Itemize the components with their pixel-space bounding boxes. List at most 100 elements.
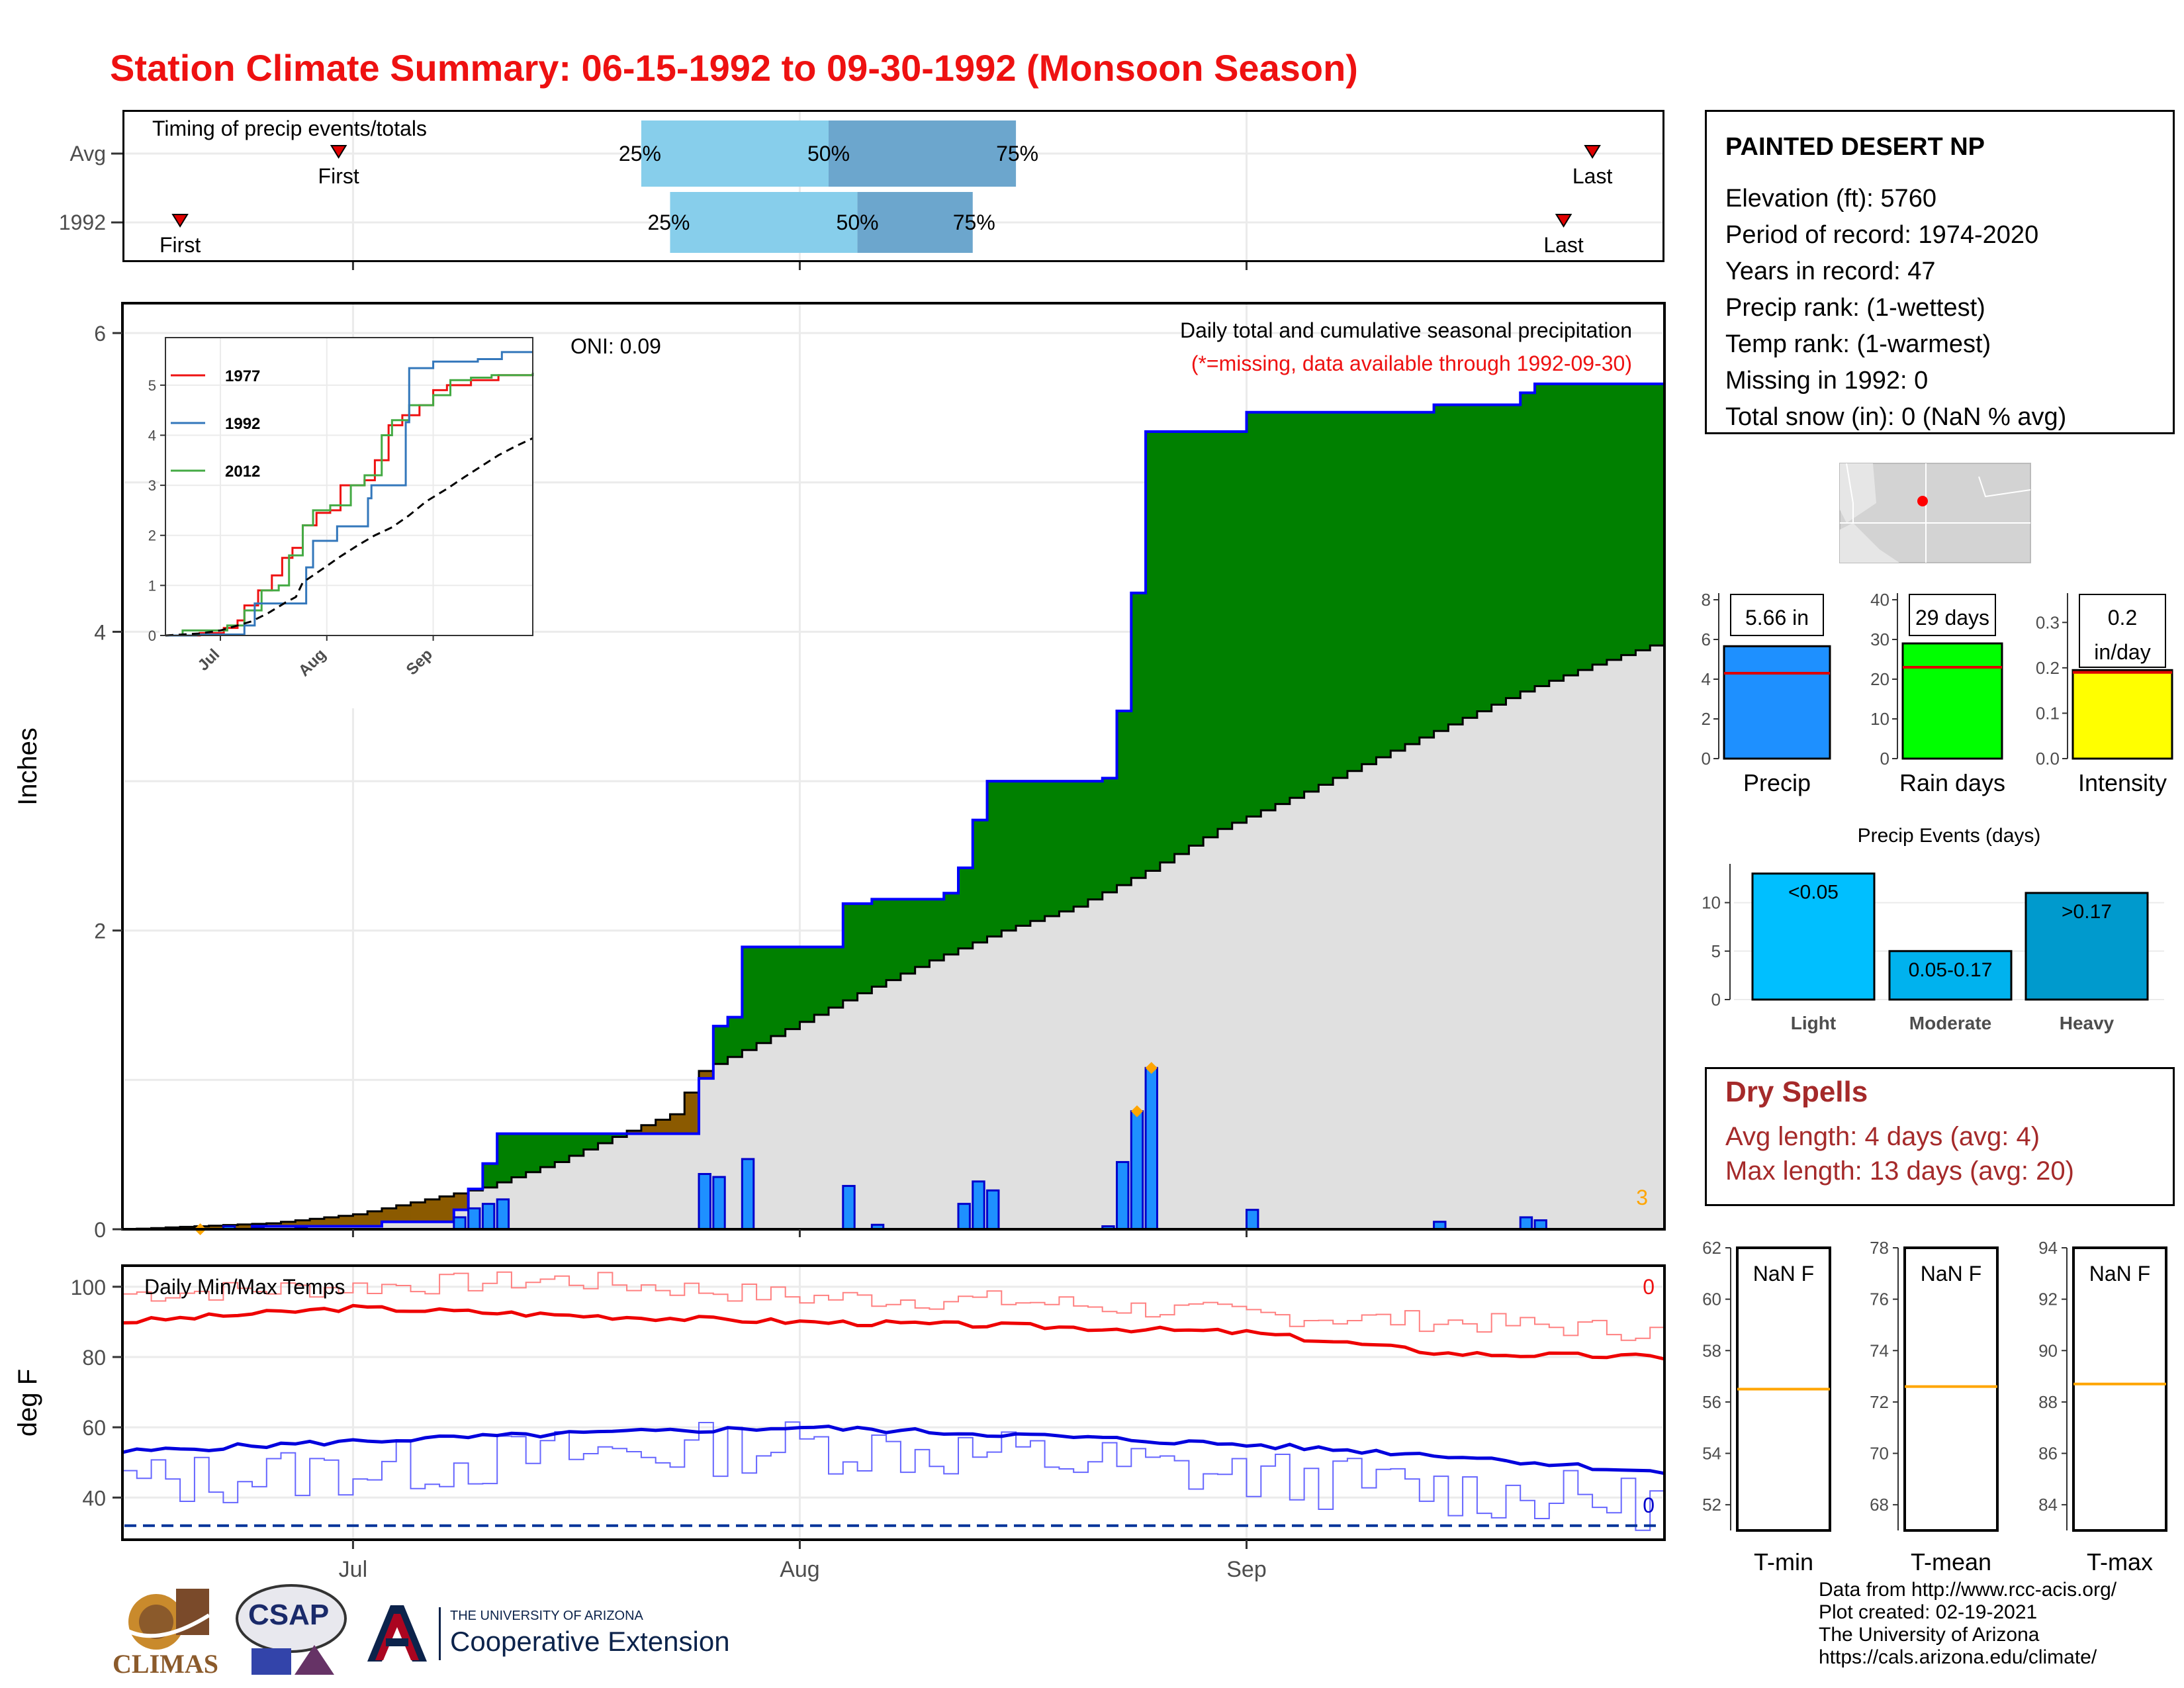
temp-panel-tick-label: 68 (1870, 1495, 1889, 1515)
mini-bar (1901, 642, 2003, 760)
inset-y-tick-label: 4 (148, 427, 156, 444)
daily-precip-bar (1246, 1209, 1259, 1231)
difference-area (1405, 412, 1420, 745)
precip-event-bar (1888, 950, 2013, 1001)
temp-y-tick-label: 100 (71, 1276, 106, 1299)
daily-precip-bar (1533, 1219, 1547, 1231)
difference-area (684, 1092, 700, 1134)
difference-area (829, 947, 844, 1008)
precip-event-category-label: Light (1791, 1013, 1836, 1033)
difference-area (396, 1205, 412, 1222)
difference-area (842, 904, 858, 1001)
difference-area (742, 947, 757, 1051)
difference-area (1419, 412, 1435, 738)
inset-legend-label: 1977 (225, 367, 260, 385)
difference-area (1289, 412, 1305, 798)
difference-area (425, 1199, 440, 1222)
difference-area (1275, 412, 1291, 804)
precip-event-bar-label: >0.17 (2062, 901, 2112, 923)
difference-area (1174, 432, 1190, 855)
difference-area (886, 899, 901, 980)
mini-bar-value-label: in/day (2094, 640, 2150, 664)
difference-area (324, 1217, 340, 1227)
difference-area (1203, 432, 1218, 837)
difference-area (367, 1211, 383, 1227)
mini-bar-label-box (1909, 594, 1996, 636)
temp-panel-tick-label: 86 (2038, 1444, 2058, 1464)
difference-area (799, 947, 815, 1022)
daily-precip-bar (842, 1185, 856, 1231)
ua-a-icon (367, 1605, 427, 1662)
difference-area (482, 1163, 498, 1188)
difference-area (1318, 412, 1334, 785)
difference-area (655, 1119, 671, 1134)
difference-area (569, 1133, 584, 1156)
station-precip-rank: Precip rank: (1-wettest) (1725, 294, 1985, 322)
difference-area (1333, 412, 1348, 778)
csap-logo: CSAP (232, 1582, 351, 1681)
difference-area (1116, 711, 1132, 886)
first-event-marker (171, 214, 189, 228)
temp-panel-category-label: T-mean (1911, 1548, 1991, 1575)
temp-panel-value: NaN F (2089, 1262, 2150, 1286)
difference-area (699, 1070, 714, 1079)
credit-line: https://cals.arizona.edu/climate/ (1819, 1646, 2097, 1668)
ua-divider (439, 1607, 441, 1660)
difference-area (1635, 383, 1651, 651)
station-snow: Total snow (in): 0 (NaN % avg) (1725, 403, 2067, 431)
difference-area (1146, 432, 1161, 871)
difference-area (1361, 412, 1377, 765)
inset-legend-label: 2012 (225, 463, 260, 481)
mini-bar-tick-label: 30 (1870, 630, 1889, 649)
difference-area (1217, 432, 1233, 829)
precip-event-bar-label: 0.05-0.17 (1909, 959, 1993, 981)
station-missing: Missing in 1992: 0 (1725, 367, 1929, 395)
daily-precip-bar (496, 1198, 510, 1231)
credits: Data from http://www.rcc-acis.org/ Plot … (1819, 1579, 2116, 1669)
inset-legend-label: 1992 (225, 415, 260, 433)
difference-area (1606, 383, 1622, 660)
dry-spells-avg: Avg length: 4 days (avg: 4) (1725, 1122, 2040, 1151)
difference-area (612, 1133, 627, 1137)
temp-panel-tick-label: 72 (1870, 1392, 1889, 1412)
temp-panel-tick-label: 92 (2038, 1289, 2058, 1309)
difference-area (1087, 781, 1103, 900)
climas-logo: CLIMAS (110, 1582, 218, 1681)
difference-area (727, 1017, 743, 1057)
mini-bar (2071, 669, 2173, 760)
precip-event-bar-label: <0.05 (1788, 882, 1839, 904)
credit-line: The University of Arizona (1819, 1624, 2040, 1646)
max-missing-count: 0 (1643, 1275, 1655, 1299)
difference-area (627, 1131, 642, 1134)
difference-area (1477, 404, 1492, 712)
temp-panel-tick-label: 76 (1870, 1289, 1889, 1309)
precip-y-axis-label: Inches (13, 727, 42, 806)
inset-y-tick-label: 0 (148, 628, 156, 644)
timing-box-25-50 (670, 192, 858, 253)
precip-annotation-missing: (*=missing, data available through 1992-… (1191, 352, 1632, 375)
mini-bar (1723, 645, 1831, 760)
temp-panel-tick-label: 94 (2038, 1238, 2058, 1258)
first-event-marker (330, 145, 347, 159)
inset-y-tick-label: 5 (148, 377, 156, 394)
inset-average-line (165, 437, 533, 637)
temp-panel-category-label: T-max (2087, 1548, 2153, 1575)
daily-precip-bar (467, 1207, 481, 1231)
difference-area (1030, 781, 1046, 921)
last-event-marker (1555, 214, 1572, 228)
precip-annotation-title: Daily total and cumulative seasonal prec… (1180, 318, 1632, 342)
difference-area (1535, 383, 1550, 686)
ua-bottom-text: Cooperative Extension (450, 1626, 730, 1657)
precip-events-tick-label: 5 (1711, 941, 1721, 961)
temp-panel-tick-label: 58 (1702, 1340, 1721, 1360)
precip-events-tick-label: 10 (1702, 893, 1721, 913)
difference-area (900, 899, 916, 974)
difference-area (295, 1220, 310, 1227)
difference-area (1246, 412, 1261, 817)
difference-area (1592, 383, 1608, 665)
difference-area (915, 899, 931, 967)
difference-area (1520, 393, 1535, 692)
csap-logo-text: CSAP (248, 1599, 330, 1631)
difference-area (1016, 781, 1031, 926)
